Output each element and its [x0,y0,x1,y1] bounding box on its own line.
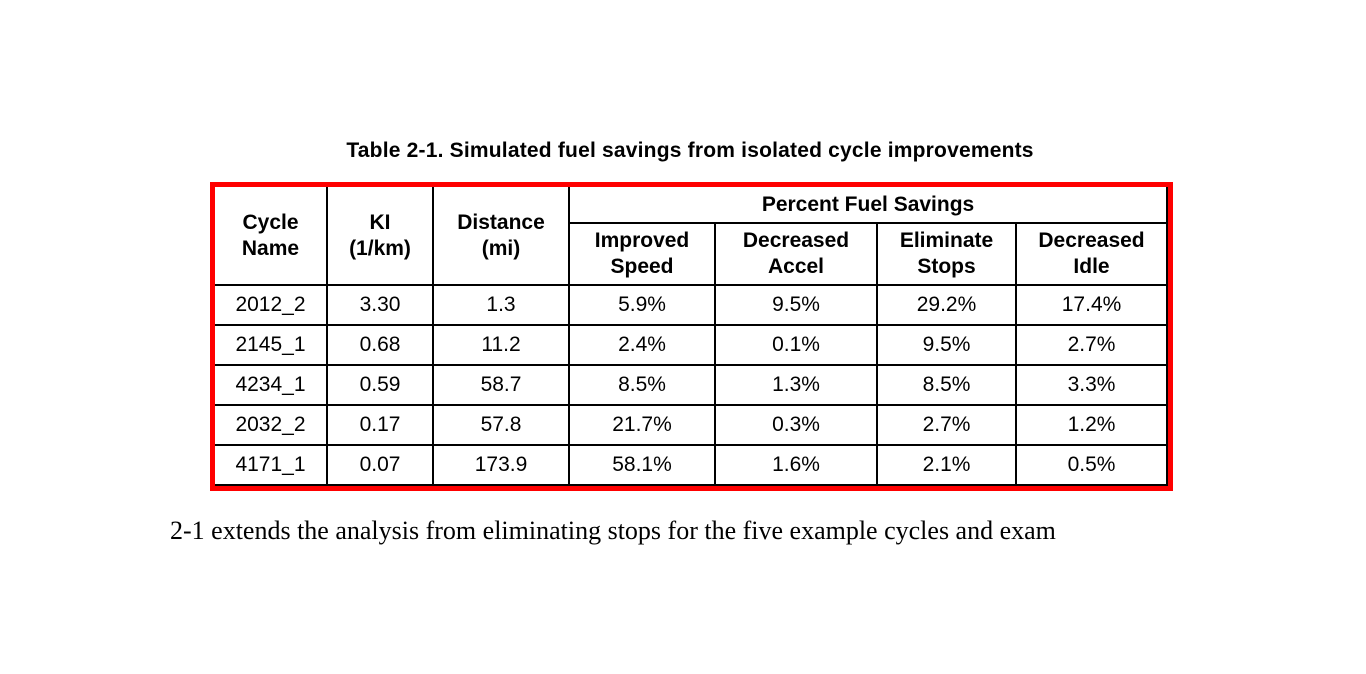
table-red-frame: Cycle Name KI (1/km) Distance (mi) Perce… [210,182,1174,491]
col-header-line: Speed [610,255,674,278]
group-header-percent-fuel-savings: Percent Fuel Savings [567,187,1169,224]
col-header-decreased-idle: Decreased Idle [1014,222,1169,286]
table-cell-ki: 0.17 [326,404,434,446]
table-cell-decreased-accel: 0.1% [714,324,878,366]
header-row-group: Cycle Name KI (1/km) Distance (mi) Perce… [215,187,1169,286]
table-cell-decreased-idle: 3.3% [1014,364,1169,406]
table-cell-decreased-idle: 1.2% [1014,404,1169,446]
col-header-line: Name [241,236,300,260]
table-cell-improved-speed: 8.5% [568,364,716,406]
col-header-line: (mi) [481,236,521,260]
col-header-line: Decreased [742,229,850,252]
table-cell-ki: 0.59 [326,364,434,406]
table-cell-cycle-name: 2032_2 [215,404,328,446]
table-cell-improved-speed: 5.9% [568,284,716,326]
table-cell-decreased-accel: 1.6% [714,444,878,486]
table-cell-distance: 11.2 [432,324,570,366]
fuel-savings-table: Cycle Name KI (1/km) Distance (mi) Perce… [215,187,1169,486]
table-row: 2012_2 3.30 1.3 5.9% 9.5% 29.2% 17.4% [215,284,1169,326]
table-cell-ki: 3.30 [326,284,434,326]
table-cell-ki: 0.68 [326,324,434,366]
col-header-distance: Distance (mi) [432,187,570,286]
table-row: 4171_1 0.07 173.9 58.1% 1.6% 2.1% 0.5% [215,444,1169,486]
table-cell-eliminate-stops: 9.5% [876,324,1017,366]
col-header-improved-speed: Improved Speed [568,222,716,286]
table-row: 2032_2 0.17 57.8 21.7% 0.3% 2.7% 1.2% [215,404,1169,446]
table-cell-ki: 0.07 [326,444,434,486]
col-header-line: Accel [767,255,825,278]
header-row-sub: Improved Speed Decreased Accel Eliminate… [215,222,1169,286]
col-header-line: Idle [1073,255,1110,278]
table-cell-eliminate-stops: 29.2% [876,284,1017,326]
table-cell-decreased-idle: 0.5% [1014,444,1169,486]
col-header-line: Distance [457,210,545,234]
col-header-line: Stops [917,255,976,278]
col-header-eliminate-stops: Eliminate Stops [876,222,1017,286]
col-header-ki: KI (1/km) [326,187,434,286]
col-header-line: Decreased [1038,229,1145,252]
col-header-line: (1/km) [349,236,411,260]
table-cell-cycle-name: 4171_1 [215,444,328,486]
table-cell-distance: 57.8 [432,404,570,446]
table-cell-cycle-name: 4234_1 [215,364,328,406]
table-cell-cycle-name: 2145_1 [215,324,328,366]
col-header-line: Cycle [242,210,299,234]
table-cell-improved-speed: 2.4% [568,324,716,366]
table-cell-eliminate-stops: 2.1% [876,444,1017,486]
table-cell-decreased-accel: 9.5% [714,284,878,326]
col-header-line: KI [369,210,391,234]
table-row: 4234_1 0.59 58.7 8.5% 1.3% 8.5% 3.3% [215,364,1169,406]
table-cell-cycle-name: 2012_2 [215,284,328,326]
table-cell-eliminate-stops: 8.5% [876,364,1017,406]
table-cell-distance: 58.7 [432,364,570,406]
col-header-line: Improved [594,229,690,252]
table-cell-improved-speed: 21.7% [568,404,716,446]
body-text-line: 2-1 extends the analysis from eliminatin… [170,516,1056,545]
table-cell-improved-speed: 58.1% [568,444,716,486]
col-header-cycle-name: Cycle Name [215,187,328,286]
table-row: 2145_1 0.68 11.2 2.4% 0.1% 9.5% 2.7% [215,324,1169,366]
table-cell-decreased-accel: 0.3% [714,404,878,446]
table-caption: Table 2-1. Simulated fuel savings from i… [346,139,1034,162]
table-cell-distance: 1.3 [432,284,570,326]
table-cell-distance: 173.9 [432,444,570,486]
col-header-line: Eliminate [899,229,994,252]
table-cell-decreased-idle: 2.7% [1014,324,1169,366]
table-cell-eliminate-stops: 2.7% [876,404,1017,446]
table-cell-decreased-accel: 1.3% [714,364,878,406]
table-cell-decreased-idle: 17.4% [1014,284,1169,326]
col-header-decreased-accel: Decreased Accel [714,222,878,286]
